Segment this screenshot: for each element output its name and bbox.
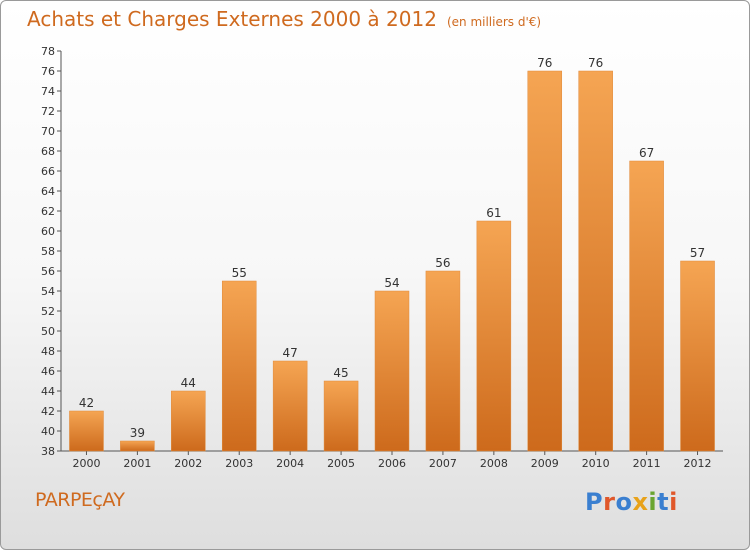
commune-name: PARPEçAY	[35, 489, 125, 511]
y-tick-label: 76	[41, 65, 55, 78]
bar[interactable]	[680, 260, 715, 452]
bar[interactable]	[578, 70, 613, 452]
logo-letter: x	[632, 488, 649, 516]
y-tick-label: 64	[41, 185, 55, 198]
y-tick-label: 56	[41, 265, 55, 278]
chart-title: Achats et Charges Externes 2000 à 2012 (e…	[27, 7, 541, 31]
bar-value-label: 47	[283, 346, 298, 360]
chart-title-text: Achats et Charges Externes 2000 à 2012	[27, 7, 437, 31]
y-tick-label: 62	[41, 205, 55, 218]
bar-value-label: 44	[181, 376, 196, 390]
bar-value-label: 56	[435, 256, 450, 270]
y-tick-label: 40	[41, 425, 55, 438]
x-tick-label: 2012	[684, 457, 712, 470]
x-tick-label: 2007	[429, 457, 457, 470]
axes: 38 40 42 44 46 48 50 52 54 56 58 60 62 64 66 68 70 72 74 76…	[41, 45, 723, 470]
x-tick-label: 2001	[123, 457, 151, 470]
x-tick-label: 2003	[225, 457, 253, 470]
bar[interactable]	[425, 270, 461, 452]
x-tick-label: 2009	[531, 457, 559, 470]
bar-value-label: 57	[690, 246, 705, 260]
y-tick-label: 54	[41, 285, 55, 298]
x-tick-label: 2008	[480, 457, 508, 470]
logo-letter: t	[657, 488, 670, 516]
bar[interactable]	[323, 380, 359, 452]
logo-letter: o	[615, 488, 633, 516]
bar-value-label: 76	[588, 56, 603, 70]
bar[interactable]	[221, 280, 257, 452]
bar-value-label: 55	[232, 266, 247, 280]
y-tick-label: 70	[41, 125, 55, 138]
y-tick-label: 78	[41, 45, 55, 58]
bar[interactable]	[272, 360, 308, 452]
bar-value-label: 61	[486, 206, 501, 220]
bar-value-label: 54	[384, 276, 399, 290]
y-tick-label: 44	[41, 385, 55, 398]
bar[interactable]	[69, 410, 104, 452]
bar[interactable]	[476, 220, 512, 452]
y-tick-label: 42	[41, 405, 55, 418]
x-tick-label: 2006	[378, 457, 406, 470]
logo-letter: P	[585, 488, 604, 516]
proxiti-logo[interactable]: Proxiti	[585, 488, 678, 516]
bar-value-label: 45	[333, 366, 348, 380]
bar[interactable]	[527, 70, 563, 452]
y-tick-label: 66	[41, 165, 55, 178]
bar-value-label: 42	[79, 396, 94, 410]
bar[interactable]	[171, 390, 206, 452]
y-tick-label: 72	[41, 105, 55, 118]
x-tick-label: 2002	[174, 457, 202, 470]
bar-value-label: 76	[537, 56, 552, 70]
y-tick-label: 74	[41, 85, 55, 98]
x-tick-label: 2011	[633, 457, 661, 470]
bar[interactable]	[629, 160, 664, 452]
x-tick-label: 2000	[72, 457, 100, 470]
data-labels: 42 39 44 55 47 45 54 56 61 76 76 67 57	[79, 56, 705, 440]
y-tick-label: 38	[41, 445, 55, 458]
y-tick-label: 48	[41, 345, 55, 358]
y-tick-label: 68	[41, 145, 55, 158]
y-tick-label: 46	[41, 365, 55, 378]
bar-value-label: 39	[130, 426, 145, 440]
bars	[69, 70, 715, 452]
logo-letter: i	[669, 488, 678, 516]
chart-unit: (en milliers d'€)	[446, 15, 542, 29]
y-tick-label: 60	[41, 225, 55, 238]
bar-value-label: 67	[639, 146, 654, 160]
x-tick-label: 2010	[582, 457, 610, 470]
bar[interactable]	[374, 290, 410, 452]
x-tick-label: 2005	[327, 457, 355, 470]
y-tick-label: 58	[41, 245, 55, 258]
y-tick-label: 52	[41, 305, 55, 318]
logo-letter: i	[648, 488, 658, 516]
y-tick-label: 50	[41, 325, 55, 338]
bar[interactable]	[120, 440, 155, 452]
logo-letter: r	[603, 488, 616, 516]
x-tick-label: 2004	[276, 457, 304, 470]
